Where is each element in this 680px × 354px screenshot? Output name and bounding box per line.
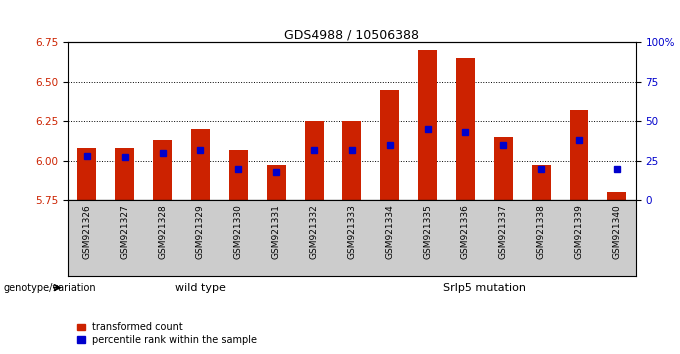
Text: wild type: wild type [175, 282, 226, 293]
Text: GSM921330: GSM921330 [234, 204, 243, 259]
Text: genotype/variation: genotype/variation [3, 282, 96, 293]
Title: GDS4988 / 10506388: GDS4988 / 10506388 [284, 28, 420, 41]
Bar [607, 192, 626, 200]
Bar [191, 129, 210, 200]
Bar [305, 121, 324, 200]
Text: GSM921328: GSM921328 [158, 204, 167, 258]
Text: Srlp5 mutation: Srlp5 mutation [443, 282, 526, 293]
Text: GSM921338: GSM921338 [537, 204, 545, 259]
Bar [267, 165, 286, 200]
Text: GSM921333: GSM921333 [347, 204, 356, 259]
Text: GSM921337: GSM921337 [499, 204, 508, 259]
Bar [494, 137, 513, 200]
Text: GSM921331: GSM921331 [272, 204, 281, 259]
Bar [570, 110, 588, 200]
Bar [229, 150, 248, 200]
Bar [456, 58, 475, 200]
Text: GSM921340: GSM921340 [613, 204, 622, 258]
Text: GSM921336: GSM921336 [461, 204, 470, 259]
Text: GSM921334: GSM921334 [386, 204, 394, 258]
Text: GSM921332: GSM921332 [309, 204, 318, 258]
Bar [78, 148, 97, 200]
Bar [532, 165, 551, 200]
Bar [380, 90, 399, 200]
Text: GSM921335: GSM921335 [423, 204, 432, 259]
Legend: transformed count, percentile rank within the sample: transformed count, percentile rank withi… [73, 319, 261, 349]
Bar [116, 148, 134, 200]
Text: GSM921329: GSM921329 [196, 204, 205, 258]
Text: GSM921339: GSM921339 [575, 204, 583, 259]
Text: GSM921327: GSM921327 [120, 204, 129, 258]
Bar [418, 50, 437, 200]
Text: GSM921326: GSM921326 [82, 204, 91, 258]
Bar [343, 121, 361, 200]
Bar [153, 140, 172, 200]
